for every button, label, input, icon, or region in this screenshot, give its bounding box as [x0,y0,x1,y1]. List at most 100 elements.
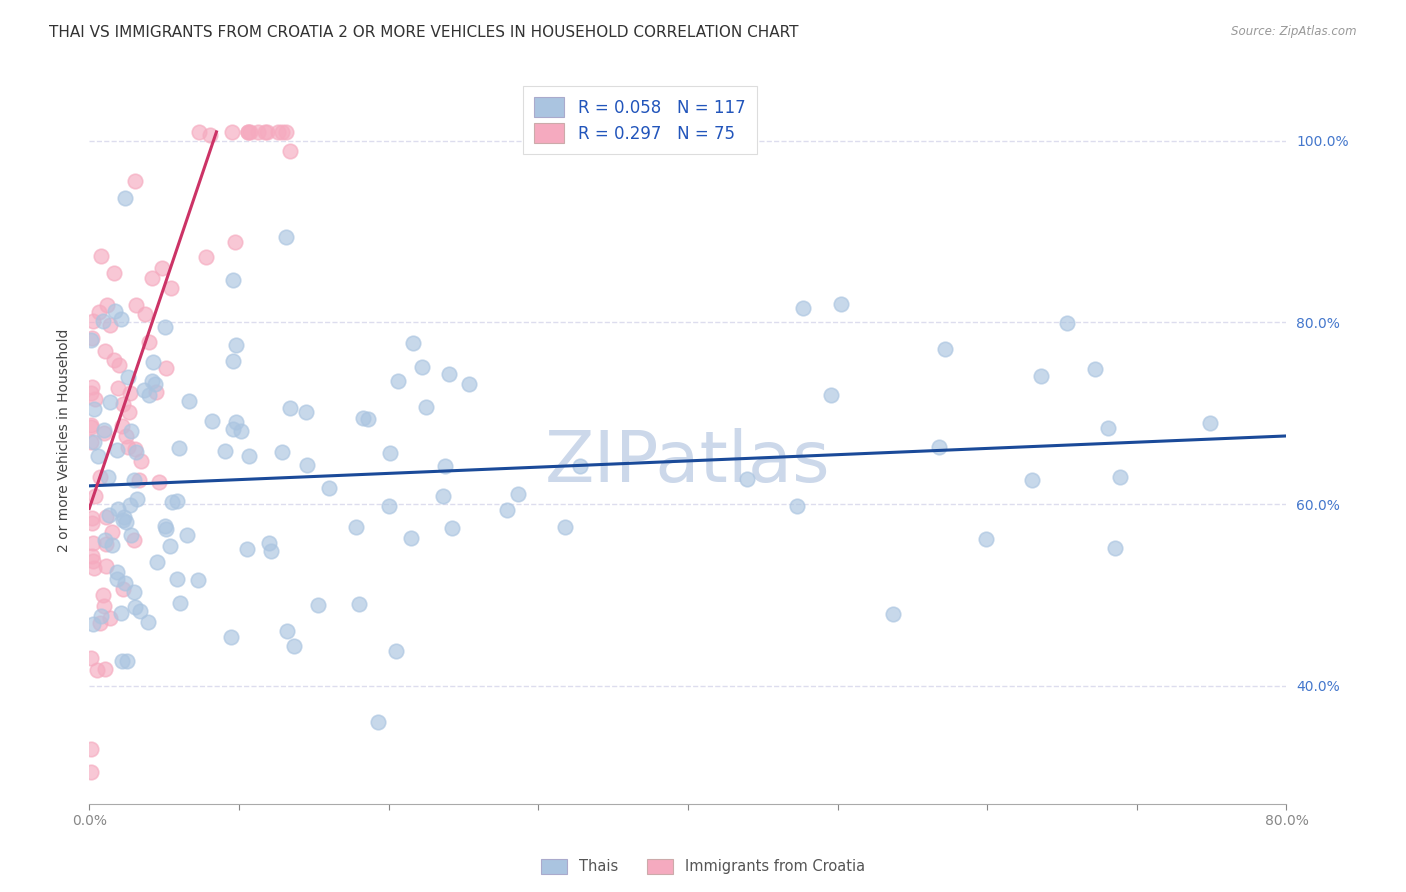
Point [141,374,163,388]
Point [260,543,283,558]
Point [105,442,128,457]
Point [82,549,104,563]
Point [83,392,105,407]
Point [80,419,103,434]
Point [399,531,422,545]
Point [80,651,103,665]
Point [122,584,145,599]
Point [195,250,218,264]
Point [89,615,111,630]
Point [274,230,297,244]
Point [974,532,997,546]
Point [155,360,177,375]
Point [111,513,134,527]
Point [225,338,247,352]
Point [214,444,236,458]
Point [90,249,112,263]
Point [93,588,115,602]
Point [97,508,120,522]
Point [80,741,103,756]
Point [177,393,200,408]
Point [124,442,146,457]
Point [125,492,148,507]
Point [1021,473,1043,487]
Point [93,599,115,613]
Point [276,624,298,639]
Point [80,380,103,394]
Point [200,128,222,142]
Point [124,533,146,547]
Text: THAI VS IMMIGRANTS FROM CROATIA 2 OR MORE VEHICLES IN HOUSEHOLD CORRELATION CHAR: THAI VS IMMIGRANTS FROM CROATIA 2 OR MOR… [49,25,799,40]
Point [103,353,125,368]
Point [554,519,576,533]
Point [830,297,852,311]
Point [98,318,121,333]
Point [98,611,121,625]
Point [112,510,135,524]
Point [94,533,117,548]
Point [187,125,209,139]
Point [93,423,115,437]
Point [94,343,117,358]
Point [103,266,125,280]
Point [928,440,950,454]
Point [270,445,292,459]
Point [114,191,136,205]
Point [82,536,104,550]
Point [344,519,367,533]
Point [80,511,103,525]
Point [222,273,245,287]
Point [117,441,139,455]
Point [169,596,191,610]
Point [735,473,758,487]
Point [229,424,252,438]
Point [176,528,198,542]
Point [219,630,242,644]
Point [238,125,260,139]
Point [148,475,170,490]
Point [110,606,132,620]
Point [84,489,107,503]
Point [90,609,112,624]
Point [222,422,245,436]
Point [82,616,104,631]
Point [118,498,141,512]
Point [411,360,433,375]
Point [276,125,298,139]
Point [166,572,188,586]
Point [96,298,118,312]
Point [318,481,340,495]
Point [224,235,246,249]
Point [80,417,103,432]
Legend: Thais, Immigrants from Croatia: Thais, Immigrants from Croatia [534,853,872,880]
Point [141,271,163,285]
Point [225,415,247,429]
Point [786,499,808,513]
Point [115,654,138,668]
Point [107,358,129,372]
Point [89,470,111,484]
Point [155,519,177,533]
Point [118,405,141,419]
Point [1056,317,1078,331]
Point [569,458,592,473]
Point [114,428,136,442]
Point [496,503,519,517]
Point [105,572,128,586]
Point [105,566,128,580]
Point [278,401,301,416]
Point [80,516,103,530]
Point [1199,416,1222,430]
Point [91,314,114,328]
Point [1084,361,1107,376]
Point [238,125,260,139]
Point [111,397,134,411]
Point [134,307,156,321]
Point [167,441,190,455]
Point [380,445,402,459]
Point [432,489,454,503]
Legend: R = 0.058   N = 117, R = 0.297   N = 75: R = 0.058 N = 117, R = 0.297 N = 75 [523,86,756,154]
Point [83,401,105,416]
Point [80,386,103,401]
Point [402,335,425,350]
